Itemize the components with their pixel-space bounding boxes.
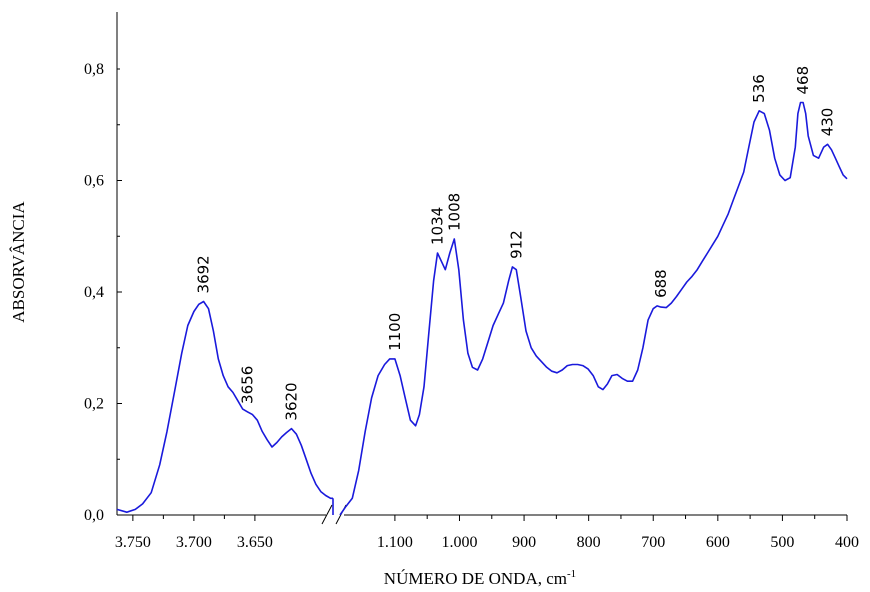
y-tick-label: 0,0: [84, 507, 104, 524]
spectrum-line-fingerprint: [339, 101, 848, 516]
y-tick-label: 0,6: [84, 173, 104, 190]
x-tick-label: 700: [641, 534, 665, 551]
spectrum-line-high-wavenumber: [116, 300, 333, 513]
y-tick-label: 0,4: [84, 284, 104, 301]
peak-label: 468: [794, 66, 812, 95]
x-tick-label: 1.000: [441, 534, 477, 551]
axis-break-mark: [321, 504, 333, 525]
x-tick-label: 3.700: [176, 534, 212, 551]
y-tick-label: 0,8: [84, 61, 104, 78]
peak-label: 3620: [282, 382, 300, 420]
x-axis-title: NÚMERO DE ONDA, cm-1: [384, 568, 576, 588]
x-tick-label: 900: [512, 534, 536, 551]
x-tick-label: 3.650: [237, 534, 273, 551]
spectrum-curves: [116, 101, 848, 516]
y-axis-title: ABSORVÂNCIA: [9, 201, 28, 323]
x-tick-label: 800: [577, 534, 601, 551]
ticks: 0,0 0,2 0,4 0,6 0,8 3.750 3.700 3.650 1.100 1.000…: [84, 61, 859, 551]
peak-label: 912: [507, 230, 525, 259]
x-tick-label: 500: [770, 534, 794, 551]
peak-label: 3656: [239, 366, 257, 404]
peak-label: 1008: [445, 193, 463, 231]
peak-label: 536: [750, 74, 768, 103]
x-tick-label: 1.100: [377, 534, 413, 551]
peak-label: 430: [819, 108, 837, 137]
x-tick-label: 600: [706, 534, 730, 551]
peak-label: 1034: [428, 207, 446, 245]
x-axis-title-text: NÚMERO DE ONDA, cm: [384, 569, 567, 588]
axes: [116, 12, 847, 525]
peak-label: 688: [652, 269, 670, 298]
x-tick-label: 400: [835, 534, 859, 551]
y-tick-label: 0,2: [84, 396, 104, 413]
peak-label: 3692: [195, 255, 213, 293]
peak-label: 1100: [386, 313, 404, 351]
x-axis-title-exponent: -1: [567, 568, 576, 580]
x-tick-label: 3.750: [115, 534, 151, 551]
